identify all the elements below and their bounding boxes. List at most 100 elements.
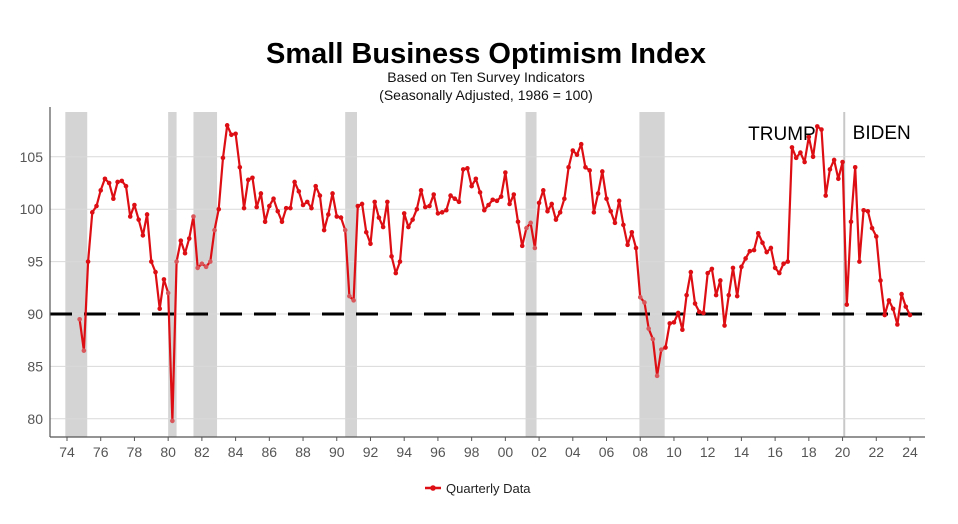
data-point — [899, 291, 904, 297]
recession-band — [168, 112, 177, 437]
data-point — [165, 290, 171, 296]
data-point — [650, 336, 656, 342]
x-tick-label: 04 — [565, 444, 581, 460]
data-point — [271, 196, 276, 202]
data-point — [355, 203, 361, 209]
data-point — [486, 202, 491, 208]
x-tick-label: 92 — [363, 444, 379, 460]
data-point — [814, 124, 820, 129]
data-point — [557, 210, 563, 215]
data-point — [498, 194, 504, 199]
data-point — [578, 141, 584, 147]
data-point — [865, 208, 871, 214]
data-point — [739, 264, 744, 270]
data-point — [203, 264, 209, 270]
data-point — [600, 169, 605, 174]
data-point — [414, 206, 420, 212]
data-point — [98, 188, 104, 193]
data-point — [199, 261, 205, 266]
data-point — [174, 259, 179, 264]
legend-label: Quarterly Data — [446, 481, 531, 496]
data-point — [848, 219, 854, 225]
data-point — [262, 219, 268, 225]
data-point — [730, 265, 736, 271]
data-point — [149, 259, 154, 264]
x-tick-label: 12 — [700, 444, 716, 460]
data-point — [94, 203, 99, 209]
data-point — [642, 300, 647, 305]
data-point — [663, 345, 668, 350]
data-point — [481, 207, 487, 213]
data-point — [591, 210, 597, 215]
data-point — [123, 183, 129, 189]
data-point — [106, 180, 112, 186]
data-point — [292, 179, 297, 185]
data-point — [587, 168, 592, 173]
data-point — [890, 306, 896, 312]
data-point — [85, 259, 91, 264]
data-point — [393, 270, 399, 276]
data-point — [722, 323, 727, 328]
data-point — [300, 202, 306, 208]
recession-band — [525, 112, 537, 437]
data-point — [810, 154, 816, 160]
data-point — [359, 201, 365, 207]
data-point — [718, 278, 723, 283]
data-point — [317, 193, 323, 198]
data-point — [245, 177, 251, 183]
x-tick-label: 24 — [902, 444, 918, 460]
data-point — [372, 199, 377, 205]
y-tick-label: 95 — [27, 254, 43, 270]
recession-band — [639, 112, 665, 437]
data-point — [709, 266, 715, 272]
data-point — [237, 164, 243, 170]
data-point — [229, 132, 234, 138]
data-point — [161, 277, 167, 282]
data-point — [777, 270, 782, 276]
data-point — [351, 298, 356, 303]
data-point — [224, 123, 230, 128]
x-tick-label: 94 — [396, 444, 412, 460]
data-point — [646, 326, 651, 331]
x-tick-label: 86 — [262, 444, 278, 460]
x-tick-label: 02 — [531, 444, 547, 460]
y-tick-label: 100 — [20, 201, 44, 217]
data-point — [427, 203, 432, 209]
data-point — [334, 214, 340, 219]
data-point — [275, 208, 281, 214]
data-point — [326, 212, 331, 217]
data-point — [212, 227, 217, 233]
chart-subtitle-2: (Seasonally Adjusted, 1986 = 100) — [379, 87, 593, 103]
data-point — [119, 178, 125, 184]
data-point — [182, 250, 188, 256]
data-point — [852, 164, 858, 170]
data-point — [907, 312, 913, 318]
data-point — [503, 170, 508, 175]
x-tick-label: 98 — [464, 444, 480, 460]
data-point — [570, 148, 576, 153]
data-point — [760, 240, 765, 246]
data-point — [254, 204, 259, 210]
legend-point-marker — [430, 485, 436, 491]
x-tick-label: 10 — [666, 444, 682, 460]
data-point — [751, 247, 757, 253]
data-point — [747, 248, 753, 254]
data-point — [768, 245, 774, 251]
data-point — [313, 183, 318, 189]
data-point — [562, 196, 567, 202]
x-tick-label: 14 — [734, 444, 750, 460]
x-tick-label: 22 — [868, 444, 884, 460]
x-tick-label: 82 — [194, 444, 210, 460]
data-point — [659, 347, 664, 352]
data-point — [696, 309, 702, 315]
x-tick-label: 16 — [767, 444, 783, 460]
data-point — [553, 217, 559, 222]
data-point — [654, 373, 660, 379]
data-point — [241, 205, 247, 211]
data-point — [283, 205, 289, 211]
data-point — [540, 188, 546, 193]
data-point — [81, 348, 87, 353]
x-tick-label: 80 — [160, 444, 176, 460]
data-point — [692, 301, 698, 306]
